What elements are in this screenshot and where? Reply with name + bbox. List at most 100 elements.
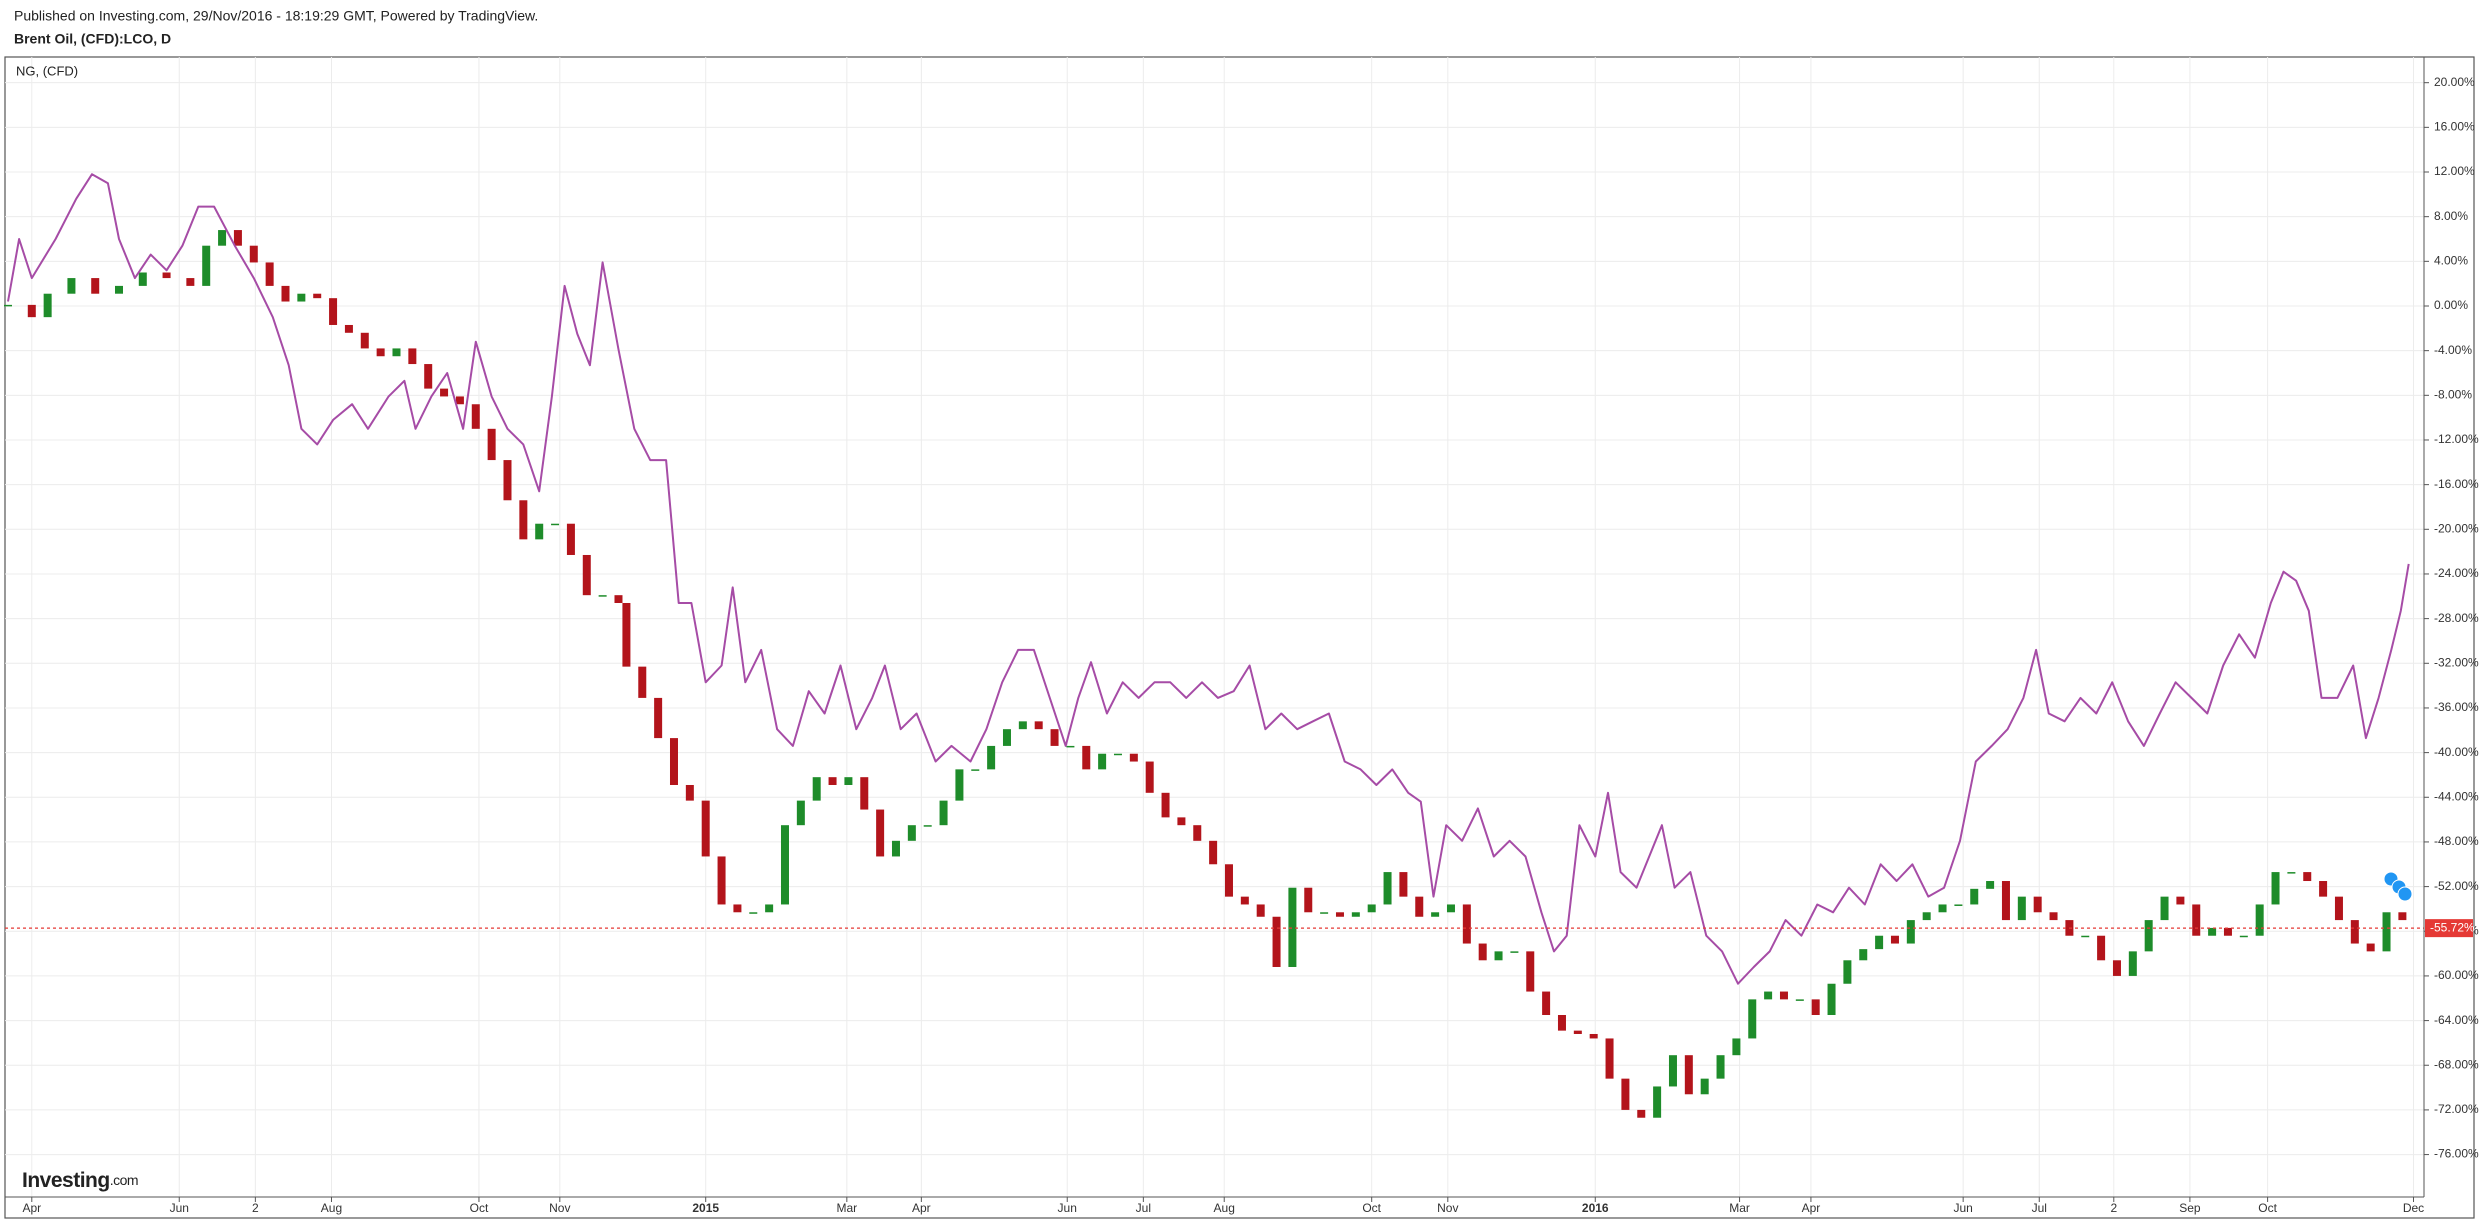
- candle: [1986, 881, 1995, 889]
- candle: [987, 745, 996, 770]
- candle: [2398, 912, 2407, 921]
- candle: [43, 293, 52, 318]
- candle: [162, 272, 171, 279]
- candle: [907, 825, 916, 841]
- candle: [1700, 1078, 1709, 1095]
- candle: [1415, 896, 1424, 917]
- logo: Investing.com: [22, 1169, 138, 1192]
- candle: [471, 404, 480, 429]
- axes: 20.00% 16.00% 12.00% 8.00% 4.00% 0.00% -4.00% -…: [22, 75, 2479, 1215]
- last-value-box: [2425, 919, 2473, 938]
- candle: [1320, 912, 1329, 914]
- candle: [1684, 1055, 1693, 1095]
- plot: [4, 173, 2424, 1118]
- candle: [860, 777, 869, 810]
- candle: [1605, 1038, 1614, 1079]
- candle: [2160, 896, 2169, 921]
- candle: [1367, 904, 1376, 913]
- x-tick-label: Apr: [912, 1201, 931, 1215]
- candle: [4, 304, 12, 307]
- x-tick-label: 2016: [1582, 1201, 1609, 1215]
- x-tick-label: Nov: [549, 1201, 570, 1215]
- chart-frame: [4, 56, 2475, 1219]
- candle: [844, 777, 853, 785]
- candle: [551, 523, 560, 526]
- symbol-label: Brent Oil, (CFD):LCO, D: [14, 31, 171, 47]
- candle: [376, 348, 385, 357]
- candle: [519, 500, 528, 540]
- x-tick-label: Sep: [2179, 1201, 2201, 1215]
- candle: [1843, 960, 1852, 984]
- candle: [1478, 943, 1487, 961]
- candle: [360, 332, 369, 349]
- candle: [1034, 721, 1043, 730]
- x-tick-label: Aug: [1214, 1201, 1235, 1215]
- candle: [2382, 912, 2391, 952]
- candle: [297, 293, 306, 302]
- x-tick-label: Oct: [470, 1201, 489, 1215]
- y-tick-label: 20.00%: [2434, 75, 2475, 89]
- x-tick-label: Jul: [1136, 1201, 1151, 1215]
- candle: [598, 595, 607, 597]
- candle: [392, 348, 401, 357]
- candle: [2350, 920, 2359, 944]
- candle: [186, 278, 195, 286]
- candle: [1906, 920, 1915, 944]
- candle: [202, 245, 211, 286]
- x-tick-label: Nov: [1437, 1201, 1458, 1215]
- y-tick-label: -24.00%: [2434, 566, 2479, 580]
- candle: [765, 904, 774, 913]
- y-tick-label: -12.00%: [2434, 432, 2479, 446]
- candle: [1748, 999, 1757, 1039]
- x-tick-label: Oct: [2258, 1201, 2277, 1215]
- candle: [1145, 761, 1154, 793]
- candle: [408, 348, 417, 365]
- candle: [27, 304, 36, 318]
- candle: [1098, 753, 1107, 770]
- candle: [2208, 927, 2217, 936]
- candle: [2176, 896, 2185, 905]
- candle: [249, 245, 258, 263]
- candle: [1954, 904, 1963, 906]
- candle: [1494, 951, 1503, 961]
- candle: [503, 460, 512, 501]
- candle: [1399, 872, 1408, 897]
- x-tick-label: Apr: [22, 1201, 41, 1215]
- candle: [955, 769, 964, 801]
- x-tick-label: Jun: [170, 1201, 189, 1215]
- candle: [614, 595, 623, 603]
- x-tick-label: Aug: [321, 1201, 342, 1215]
- candle: [114, 285, 123, 294]
- candle: [1018, 721, 1027, 730]
- candle: [281, 285, 290, 302]
- candle: [2271, 872, 2280, 905]
- candle: [1875, 935, 1884, 950]
- candle: [876, 809, 885, 857]
- x-tick-label: Mar: [836, 1201, 857, 1215]
- candle: [1446, 904, 1455, 913]
- candle: [1922, 912, 1931, 921]
- candle: [1557, 1015, 1566, 1031]
- candle: [733, 904, 742, 913]
- y-tick-label: 8.00%: [2434, 209, 2468, 223]
- candle: [2033, 896, 2042, 913]
- x-tick-label: Mar: [1729, 1201, 1750, 1215]
- candle: [1811, 999, 1820, 1016]
- candle: [891, 840, 900, 857]
- candle: [1970, 888, 1979, 905]
- candle: [1431, 912, 1440, 917]
- x-tick-label: Apr: [1802, 1201, 1821, 1215]
- candle: [1795, 999, 1804, 1001]
- candle: [2049, 912, 2058, 921]
- y-tick-label: 4.00%: [2434, 254, 2468, 268]
- logo-suffix: .com: [110, 1172, 138, 1188]
- publish-header: Published on Investing.com, 29/Nov/2016 …: [14, 8, 538, 24]
- y-tick-label: -4.00%: [2434, 343, 2472, 357]
- candle: [939, 800, 948, 826]
- candle: [1066, 745, 1075, 748]
- candle: [1573, 1030, 1582, 1034]
- y-tick-label: -16.00%: [2434, 477, 2479, 491]
- candle: [455, 396, 464, 405]
- candle: [1351, 912, 1360, 917]
